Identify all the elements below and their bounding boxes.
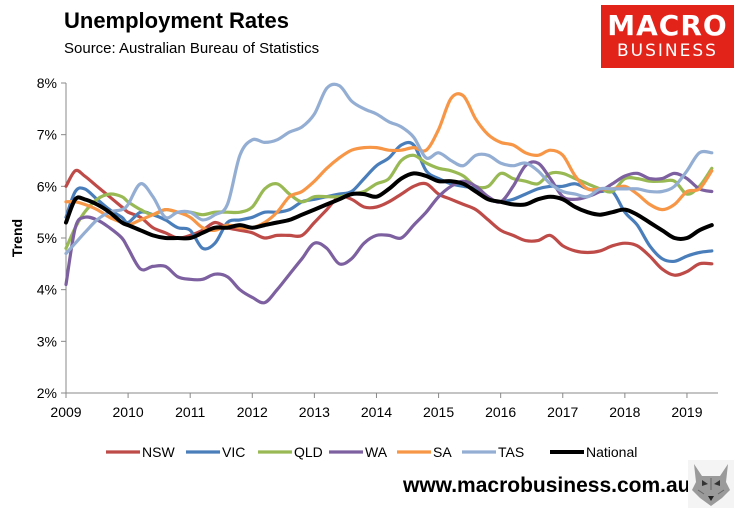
y-tick-label: 6% — [37, 178, 57, 194]
chart-title: Unemployment Rates — [64, 8, 289, 33]
series-line-national — [64, 171, 714, 241]
series-line-nsw — [64, 168, 714, 277]
series-line-wa — [64, 160, 714, 305]
x-tick-label: 2012 — [237, 404, 268, 420]
y-tick-label: 2% — [37, 385, 57, 401]
chart-source: Source: Australian Bureau of Statistics — [64, 40, 320, 57]
logo-line-1: MACRO — [607, 9, 728, 42]
y-tick-label: 5% — [37, 230, 57, 246]
x-tick-label: 2013 — [299, 404, 330, 420]
series-line-tas — [64, 82, 714, 256]
y-axis-title: Trend — [9, 219, 25, 257]
legend-label-vic: VIC — [222, 444, 245, 460]
macrobusiness-logo: MACRO BUSINESS — [601, 5, 734, 68]
y-tick-label: 3% — [37, 333, 57, 349]
series-layer — [64, 82, 714, 305]
x-tick-label: 2009 — [50, 404, 81, 420]
y-tick-label: 7% — [37, 127, 57, 143]
website-url: www.macrobusiness.com.au — [403, 474, 691, 497]
chart-legend: NSW VIC QLD WA SA TAS National — [106, 444, 637, 460]
y-tick-label: 8% — [37, 75, 57, 91]
x-tick-label: 2015 — [423, 404, 454, 420]
chart-axes: 2% 3% 4% 5% 6% 7% 8% 2009 2010 2011 2012 2013 2014 20… — [9, 75, 718, 420]
legend-label-tas: TAS — [498, 444, 524, 460]
logo-line-2: BUSINESS — [617, 41, 718, 61]
y-tick-label: 4% — [37, 282, 57, 298]
legend-label-nsw: NSW — [142, 444, 175, 460]
x-tick-label: 2018 — [609, 404, 640, 420]
x-tick-label: 2010 — [113, 404, 144, 420]
x-tick-label: 2011 — [175, 404, 205, 420]
x-tick-label: 2014 — [361, 404, 392, 420]
legend-label-wa: WA — [365, 444, 388, 460]
x-tick-label: 2017 — [547, 404, 578, 420]
legend-label-qld: QLD — [294, 444, 323, 460]
x-tick-label: 2019 — [671, 404, 702, 420]
x-tick-label: 2016 — [485, 404, 516, 420]
legend-label-sa: SA — [433, 444, 452, 460]
wolf-logo-icon — [688, 460, 734, 508]
legend-label-national: National — [586, 444, 637, 460]
